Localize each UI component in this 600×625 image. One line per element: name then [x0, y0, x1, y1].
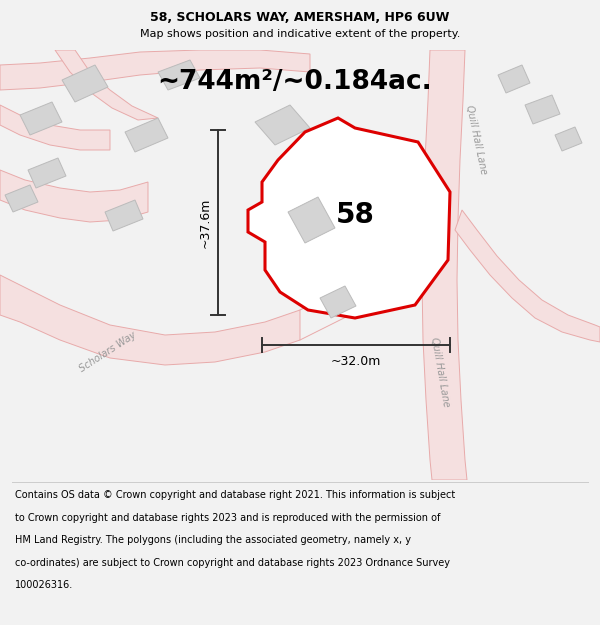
- Polygon shape: [62, 65, 108, 102]
- Text: 58: 58: [335, 201, 374, 229]
- Text: ~37.6m: ~37.6m: [199, 198, 212, 248]
- Polygon shape: [105, 200, 143, 231]
- Polygon shape: [0, 170, 148, 222]
- Text: Quill Hall Lane: Quill Hall Lane: [429, 336, 451, 408]
- Text: to Crown copyright and database rights 2023 and is reproduced with the permissio: to Crown copyright and database rights 2…: [15, 512, 440, 522]
- Polygon shape: [0, 105, 110, 150]
- Polygon shape: [455, 210, 600, 342]
- Text: Quill Hall Lane: Quill Hall Lane: [464, 104, 488, 176]
- Text: co-ordinates) are subject to Crown copyright and database rights 2023 Ordnance S: co-ordinates) are subject to Crown copyr…: [15, 558, 450, 568]
- Polygon shape: [525, 95, 560, 124]
- Text: 100026316.: 100026316.: [15, 580, 73, 590]
- Polygon shape: [320, 286, 356, 318]
- Text: 58, SCHOLARS WAY, AMERSHAM, HP6 6UW: 58, SCHOLARS WAY, AMERSHAM, HP6 6UW: [151, 11, 449, 24]
- Polygon shape: [158, 60, 200, 90]
- Text: HM Land Registry. The polygons (including the associated geometry, namely x, y: HM Land Registry. The polygons (includin…: [15, 535, 411, 545]
- Polygon shape: [555, 127, 582, 151]
- Text: Map shows position and indicative extent of the property.: Map shows position and indicative extent…: [140, 29, 460, 39]
- Polygon shape: [55, 50, 158, 120]
- Text: ~32.0m: ~32.0m: [331, 355, 381, 368]
- Polygon shape: [248, 118, 450, 318]
- Polygon shape: [255, 105, 310, 145]
- Polygon shape: [28, 158, 66, 188]
- Text: ~744m²/~0.184ac.: ~744m²/~0.184ac.: [158, 69, 433, 95]
- Polygon shape: [0, 50, 310, 90]
- Text: Scholars Way: Scholars Way: [78, 330, 138, 374]
- Polygon shape: [288, 197, 335, 243]
- Polygon shape: [498, 65, 530, 93]
- Polygon shape: [0, 275, 300, 365]
- Text: Contains OS data © Crown copyright and database right 2021. This information is : Contains OS data © Crown copyright and d…: [15, 490, 455, 500]
- Polygon shape: [5, 185, 38, 212]
- Polygon shape: [125, 118, 168, 152]
- Polygon shape: [20, 102, 62, 135]
- Polygon shape: [422, 50, 467, 480]
